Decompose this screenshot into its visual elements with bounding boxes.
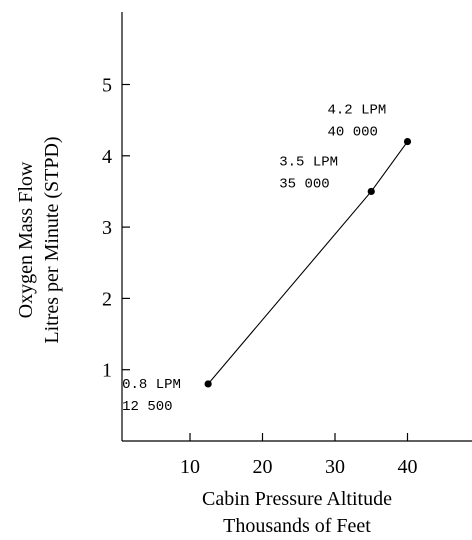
y-tick-label-3: 4: [102, 146, 112, 168]
annotation-0-line-1: 12 500: [122, 399, 172, 415]
y-tick-label-2: 3: [102, 217, 112, 239]
x-axis-title-line-1: Cabin Pressure Altitude: [202, 488, 392, 510]
data-point-2: [403, 137, 412, 146]
annotation-2-line-0: 4.2 LPM: [328, 103, 387, 119]
x-tick-label-3: 40: [398, 456, 418, 478]
y-axis-title-line-1: Oxygen Mass Flow: [15, 161, 37, 318]
x-ticks: 10 20 30 40: [180, 433, 418, 478]
y-tick-label-1: 2: [102, 288, 112, 310]
annotation-0-line-0: 0.8 LPM: [122, 377, 181, 393]
annotations: 0.8 LPM 12 500 3.5 LPM 35 000 4.2 LPM 40 000: [122, 103, 386, 415]
x-tick-label-0: 10: [180, 456, 200, 478]
x-tick-label-1: 20: [253, 456, 273, 478]
data-point-0: [204, 380, 212, 388]
y-tick-label-4: 5: [102, 75, 112, 97]
x-tick-label-2: 30: [325, 456, 345, 478]
series: [204, 137, 412, 388]
y-axis-title-line-2: Litres per Minute (STPD): [41, 136, 63, 343]
annotation-2-line-1: 40 000: [328, 125, 378, 141]
data-point-1: [367, 187, 375, 196]
y-tick-label-0: 1: [102, 360, 112, 382]
x-axis-title-line-2: Thousands of Feet: [223, 515, 371, 537]
y-ticks: 1 2 3 4 5: [102, 75, 130, 382]
annotation-1-line-1: 35 000: [279, 176, 329, 192]
annotation-1-line-0: 3.5 LPM: [279, 154, 338, 170]
